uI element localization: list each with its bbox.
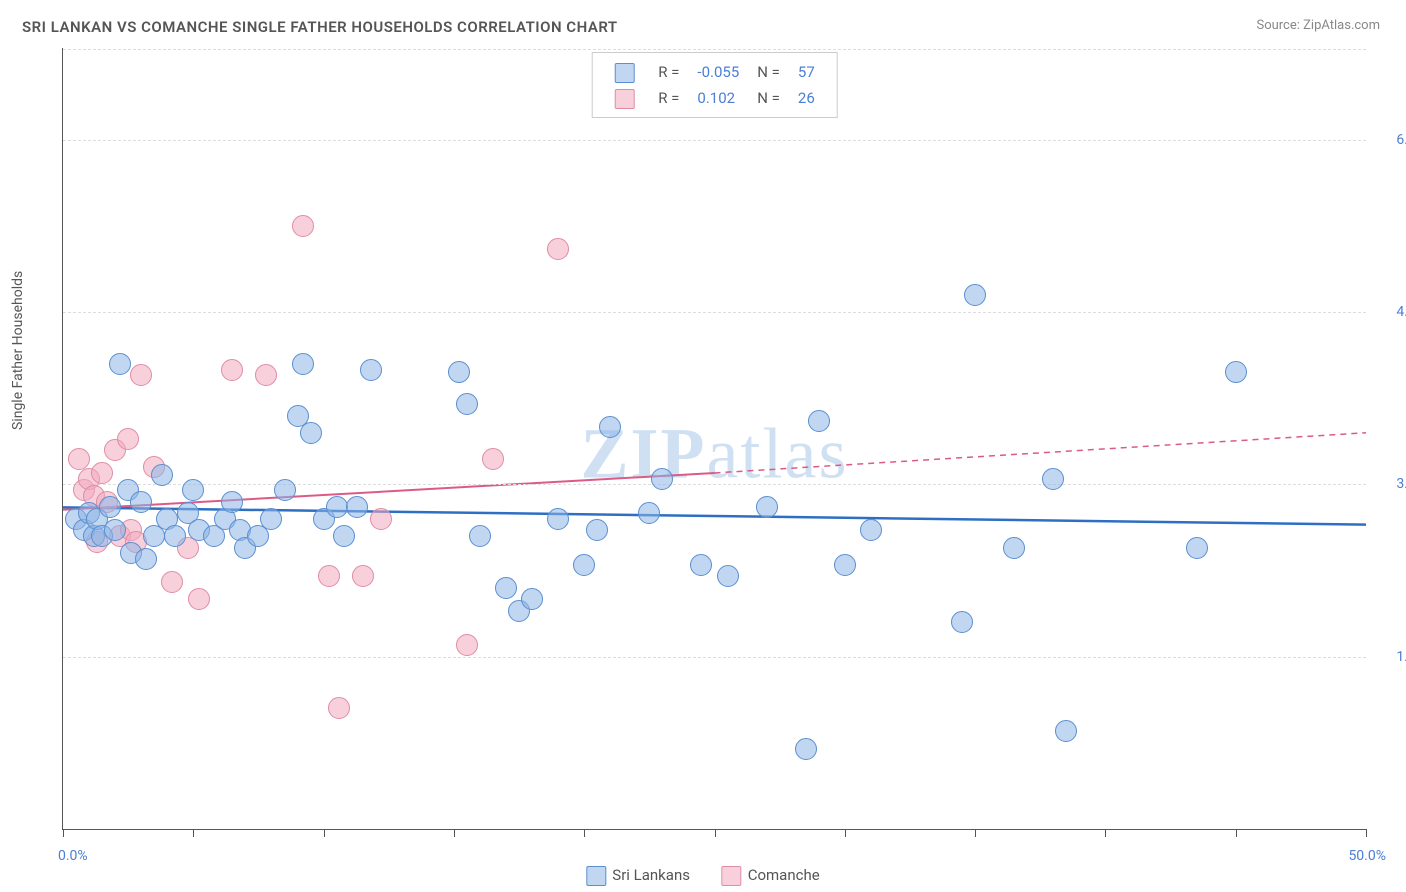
data-point — [117, 428, 139, 450]
data-point — [448, 361, 470, 383]
x-tick-mark — [584, 829, 585, 837]
n-value-series2: 26 — [790, 86, 823, 110]
grid-line — [63, 312, 1366, 313]
data-point — [1003, 537, 1025, 559]
data-point — [370, 508, 392, 530]
trend-lines — [63, 48, 1366, 829]
data-point — [274, 479, 296, 501]
y-axis-label: Single Father Households — [10, 271, 26, 430]
data-point — [756, 496, 778, 518]
data-point — [255, 364, 277, 386]
data-point — [182, 479, 204, 501]
data-point — [651, 468, 673, 490]
data-point — [221, 359, 243, 381]
data-point — [547, 238, 569, 260]
data-point — [1042, 468, 1064, 490]
chart-title: SRI LANKAN VS COMANCHE SINGLE FATHER HOU… — [22, 18, 618, 36]
data-point — [360, 359, 382, 381]
data-point — [834, 554, 856, 576]
data-point — [795, 738, 817, 760]
data-point — [808, 410, 830, 432]
y-tick-label: 4.5% — [1376, 304, 1406, 320]
data-point — [130, 491, 152, 513]
grid-line — [63, 140, 1366, 141]
x-tick-mark — [715, 829, 716, 837]
data-point — [573, 554, 595, 576]
data-point — [586, 519, 608, 541]
legend-label: Comanche — [748, 866, 820, 884]
data-point — [130, 364, 152, 386]
x-tick-mark — [845, 829, 846, 837]
data-point — [690, 554, 712, 576]
data-point — [328, 697, 350, 719]
data-point — [161, 571, 183, 593]
data-point — [1055, 720, 1077, 742]
data-point — [260, 508, 282, 530]
x-tick-mark — [324, 829, 325, 837]
x-max-label: 50.0% — [1348, 848, 1386, 864]
data-point — [638, 502, 660, 524]
data-point — [352, 565, 374, 587]
x-tick-mark — [1366, 829, 1367, 837]
data-point — [482, 448, 504, 470]
data-point — [164, 525, 186, 547]
legend-label: Sri Lankans — [612, 866, 690, 884]
legend-swatch-pink-icon — [722, 866, 742, 886]
data-point — [547, 508, 569, 530]
grid-line — [63, 484, 1366, 485]
x-tick-mark — [454, 829, 455, 837]
data-point — [300, 422, 322, 444]
data-point — [495, 577, 517, 599]
y-tick-label: 3.0% — [1376, 476, 1406, 492]
data-point — [717, 565, 739, 587]
x-tick-mark — [193, 829, 194, 837]
data-point — [109, 353, 131, 375]
data-point — [318, 565, 340, 587]
data-point — [346, 496, 368, 518]
data-point — [135, 548, 157, 570]
data-point — [292, 215, 314, 237]
x-tick-mark — [63, 829, 64, 837]
legend-swatch-blue-icon — [586, 866, 606, 886]
data-point — [326, 496, 348, 518]
data-point — [456, 634, 478, 656]
data-point — [951, 611, 973, 633]
data-point — [99, 496, 121, 518]
x-min-label: 0.0% — [58, 848, 88, 864]
source-label: Source: ZipAtlas.com — [1256, 18, 1380, 33]
data-point — [599, 416, 621, 438]
x-tick-mark — [975, 829, 976, 837]
grid-line — [63, 49, 1366, 50]
bottom-legend: Sri Lankans Comanche — [572, 866, 833, 886]
data-point — [1186, 537, 1208, 559]
data-point — [151, 464, 173, 486]
data-point — [333, 525, 355, 547]
data-point — [292, 353, 314, 375]
stats-legend-box: R = -0.055 N = 57 R = 0.102 N = 26 — [591, 52, 838, 118]
data-point — [456, 393, 478, 415]
legend-swatch-pink-icon — [614, 89, 634, 109]
n-value-series1: 57 — [790, 60, 823, 84]
scatter-plot-area: ZIPatlas R = -0.055 N = 57 R = 0.102 N =… — [62, 48, 1366, 830]
data-point — [1225, 361, 1247, 383]
grid-line — [63, 657, 1366, 658]
data-point — [521, 588, 543, 610]
legend-swatch-blue-icon — [614, 63, 634, 83]
data-point — [221, 491, 243, 513]
data-point — [469, 525, 491, 547]
data-point — [860, 519, 882, 541]
r-value-series2: 0.102 — [689, 86, 747, 110]
data-point — [104, 519, 126, 541]
x-tick-mark — [1105, 829, 1106, 837]
data-point — [964, 284, 986, 306]
data-point — [188, 588, 210, 610]
y-tick-label: 1.5% — [1376, 649, 1406, 665]
r-value-series1: -0.055 — [689, 60, 747, 84]
y-tick-label: 6.0% — [1376, 132, 1406, 148]
x-tick-mark — [1236, 829, 1237, 837]
data-point — [91, 462, 113, 484]
